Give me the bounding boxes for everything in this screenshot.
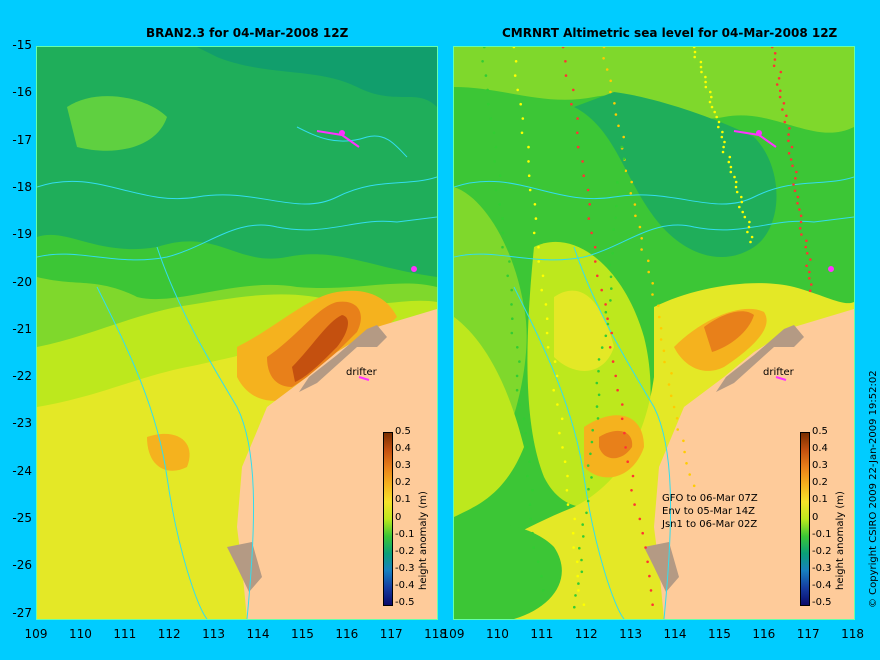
x-tick-label: 116 xyxy=(752,627,776,641)
colorbar-tick-label: -0.1 xyxy=(395,528,415,540)
colorbar-tick-label: 0.1 xyxy=(395,494,411,506)
drifter-track xyxy=(316,130,417,381)
y-tick-label: -27 xyxy=(12,605,32,620)
copyright-note: © Copyright CSIRO 2009 22-Jan-2009 19:52… xyxy=(868,370,879,608)
satellite-line: Jsn1 to 06-Mar 02Z xyxy=(662,519,758,530)
y-tick-label: -22 xyxy=(12,369,32,384)
x-tick-label: 114 xyxy=(246,627,270,641)
x-tick-label: 113 xyxy=(202,627,226,641)
colorbar-tick-label: 0.5 xyxy=(812,426,828,437)
colorbar-tick-label: -0.5 xyxy=(395,597,415,608)
x-tick-label: 117 xyxy=(379,627,403,641)
colorbar-tick-label: 0 xyxy=(395,511,402,523)
x-tick-label: 115 xyxy=(707,627,731,641)
colorbar-tick-label: 0.4 xyxy=(812,443,828,455)
colorbar-tick-label: -0.4 xyxy=(395,579,415,591)
y-tick-label: -19 xyxy=(12,227,32,242)
left-colorbar xyxy=(383,432,393,606)
drifter-label-right: drifter xyxy=(763,367,794,378)
colorbar-tick-label: 0.3 xyxy=(395,460,411,472)
colorbar-tick-label: 0.2 xyxy=(395,477,411,489)
drifter-label-left: drifter xyxy=(346,367,377,378)
colorbar-tick-label: 0.4 xyxy=(395,443,411,455)
satellite-line: Env to 05-Mar 14Z xyxy=(662,506,755,517)
colorbar-tick-label: -0.3 xyxy=(395,562,415,574)
altimetry-map-panel xyxy=(453,46,855,620)
x-tick-label: 111 xyxy=(113,627,137,641)
x-tick-label: 114 xyxy=(663,627,687,641)
x-tick-label: 109 xyxy=(24,627,48,641)
x-tick-label: 115 xyxy=(290,627,314,641)
colorbar-tick-label: 0.5 xyxy=(395,426,411,437)
colorbar-tick-label: 0.1 xyxy=(812,494,828,506)
left-colorbar-title: height anomaly (m) xyxy=(418,491,429,590)
y-tick-label: -17 xyxy=(12,132,32,147)
satellite-track-points xyxy=(481,47,813,609)
y-tick-label: -25 xyxy=(12,511,32,525)
colorbar-tick-label: 0 xyxy=(812,511,819,523)
x-tick-label: 109 xyxy=(441,627,465,641)
colorbar-tick-label: -0.5 xyxy=(812,597,832,608)
colorbar-tick-label: 0.3 xyxy=(812,460,828,472)
colorbar-tick-label: -0.3 xyxy=(812,562,832,574)
y-tick-label: -23 xyxy=(12,416,32,431)
y-tick-label: -15 xyxy=(12,38,32,52)
drifter-track xyxy=(733,130,834,381)
x-tick-label: 118 xyxy=(841,627,865,641)
colorbar-tick-label: -0.2 xyxy=(395,545,415,557)
y-tick-label: -20 xyxy=(12,274,32,289)
satellite-line: GFO to 06-Mar 07Z xyxy=(662,493,758,504)
x-tick-label: 112 xyxy=(574,627,598,641)
y-tick-label: -16 xyxy=(12,85,32,100)
y-tick-label: -24 xyxy=(12,463,32,478)
colorbar-tick-label: -0.4 xyxy=(812,579,832,591)
x-tick-label: 111 xyxy=(530,627,554,641)
colorbar-tick-label: -0.2 xyxy=(812,545,832,557)
x-tick-label: 110 xyxy=(68,627,92,641)
left-map-title: BRAN2.3 for 04-Mar-2008 12Z xyxy=(146,26,349,40)
colorbar-tick-label: -0.1 xyxy=(812,528,832,540)
x-tick-label: 117 xyxy=(796,627,820,641)
right-colorbar-title: height anomaly (m) xyxy=(835,491,846,590)
x-tick-label: 118 xyxy=(424,627,448,641)
y-tick-label: -26 xyxy=(12,558,32,573)
satellite-info: GFO to 06-Mar 07Z Env to 05-Mar 14Z Jsn1… xyxy=(662,492,758,531)
colorbar-tick-label: 0.2 xyxy=(812,477,828,489)
right-map-title: CMRNRT Altimetric sea level for 04-Mar-2… xyxy=(502,26,838,40)
y-tick-label: -18 xyxy=(12,179,32,194)
bran-map-panel xyxy=(36,46,438,620)
x-tick-label: 116 xyxy=(335,627,359,641)
x-tick-label: 110 xyxy=(485,627,509,641)
x-tick-label: 113 xyxy=(619,627,643,641)
right-colorbar xyxy=(800,432,810,606)
x-tick-label: 112 xyxy=(157,627,181,641)
y-tick-label: -21 xyxy=(12,321,32,336)
